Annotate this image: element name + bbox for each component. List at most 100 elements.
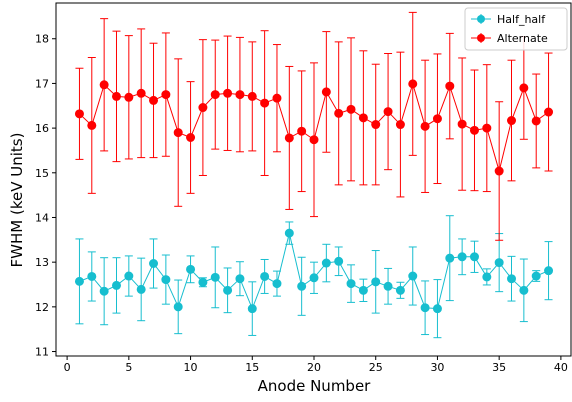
- data-point: [87, 120, 97, 130]
- series-alternate: [74, 11, 554, 241]
- data-point: [74, 276, 84, 286]
- y-tick-label: 14: [35, 211, 49, 224]
- data-point: [297, 126, 307, 136]
- data-point: [198, 277, 208, 287]
- data-point: [111, 280, 121, 290]
- data-point: [507, 274, 517, 284]
- x-tick-label: 15: [245, 361, 259, 374]
- data-point: [149, 95, 159, 105]
- data-point: [445, 253, 455, 263]
- data-point: [420, 303, 430, 313]
- data-point: [309, 273, 319, 283]
- data-point: [321, 258, 331, 268]
- data-point: [334, 256, 344, 266]
- data-point: [223, 285, 233, 295]
- x-tick-label: 40: [554, 361, 568, 374]
- data-point: [149, 259, 159, 269]
- data-point: [420, 121, 430, 131]
- data-point: [519, 83, 529, 93]
- data-point: [260, 271, 270, 281]
- data-point: [321, 87, 331, 97]
- data-point: [395, 285, 405, 295]
- data-point: [136, 88, 146, 98]
- data-point: [247, 304, 257, 314]
- data-point: [247, 91, 257, 101]
- data-point: [334, 108, 344, 118]
- y-tick-label: 13: [35, 256, 49, 269]
- data-point: [457, 119, 467, 129]
- data-point: [309, 135, 319, 145]
- legend-item: Half_half: [471, 13, 546, 26]
- data-point: [124, 271, 134, 281]
- data-point: [408, 79, 418, 89]
- data-point: [383, 281, 393, 291]
- legend: Half_half Alternate: [464, 7, 568, 51]
- data-point: [494, 166, 504, 176]
- data-point: [272, 279, 282, 289]
- x-tick-label: 25: [369, 361, 383, 374]
- data-point: [210, 272, 220, 282]
- data-point: [544, 107, 554, 117]
- y-tick-label: 11: [35, 346, 49, 359]
- y-tick-label: 15: [35, 167, 49, 180]
- data-point: [87, 271, 97, 281]
- x-tick-label: 35: [492, 361, 506, 374]
- data-point: [346, 104, 356, 114]
- data-point: [346, 279, 356, 289]
- data-point: [544, 266, 554, 276]
- data-point: [507, 116, 517, 126]
- y-tick-label: 17: [35, 77, 49, 90]
- data-point: [358, 113, 368, 123]
- y-axis-title: FWHM (keV Units): [8, 133, 26, 268]
- x-tick-label: 30: [430, 361, 444, 374]
- data-point: [74, 109, 84, 119]
- data-point: [408, 271, 418, 281]
- data-point: [173, 128, 183, 138]
- data-point: [482, 272, 492, 282]
- data-point: [223, 88, 233, 98]
- data-point: [432, 304, 442, 314]
- data-point: [457, 252, 467, 262]
- data-point: [235, 90, 245, 100]
- data-point: [371, 120, 381, 130]
- data-point: [383, 107, 393, 117]
- data-point: [358, 285, 368, 295]
- x-tick-label: 5: [125, 361, 132, 374]
- legend-label: Alternate: [497, 32, 548, 45]
- data-point: [99, 80, 109, 90]
- data-point: [260, 98, 270, 108]
- data-point: [136, 284, 146, 294]
- data-point: [272, 93, 282, 103]
- x-tick-label: 10: [184, 361, 198, 374]
- data-point: [469, 252, 479, 262]
- data-point: [519, 285, 529, 295]
- data-point: [210, 90, 220, 100]
- data-point: [198, 103, 208, 113]
- axes: 0 5 10 15 20 25 30 35 40 11 12 13 14 15 16 17 18: [35, 2, 572, 374]
- y-tick-label: 18: [35, 33, 49, 46]
- legend-marker: [477, 15, 485, 23]
- legend-marker: [477, 34, 485, 42]
- data-point: [186, 132, 196, 142]
- x-tick-label: 20: [307, 361, 321, 374]
- data-point: [297, 281, 307, 291]
- data-point: [284, 133, 294, 143]
- data-point: [235, 274, 245, 284]
- x-tick-label: 0: [64, 361, 71, 374]
- x-axis-title: Anode Number: [258, 377, 372, 395]
- data-point: [99, 286, 109, 296]
- data-point: [445, 81, 455, 91]
- data-point: [284, 228, 294, 238]
- data-point: [186, 264, 196, 274]
- data-point: [469, 125, 479, 135]
- data-point: [124, 92, 134, 102]
- legend-item: Alternate: [471, 32, 548, 45]
- data-point: [161, 90, 171, 100]
- data-point: [161, 275, 171, 285]
- data-point: [111, 91, 121, 101]
- data-point: [173, 302, 183, 312]
- legend-label: Half_half: [497, 13, 546, 26]
- data-point: [482, 123, 492, 133]
